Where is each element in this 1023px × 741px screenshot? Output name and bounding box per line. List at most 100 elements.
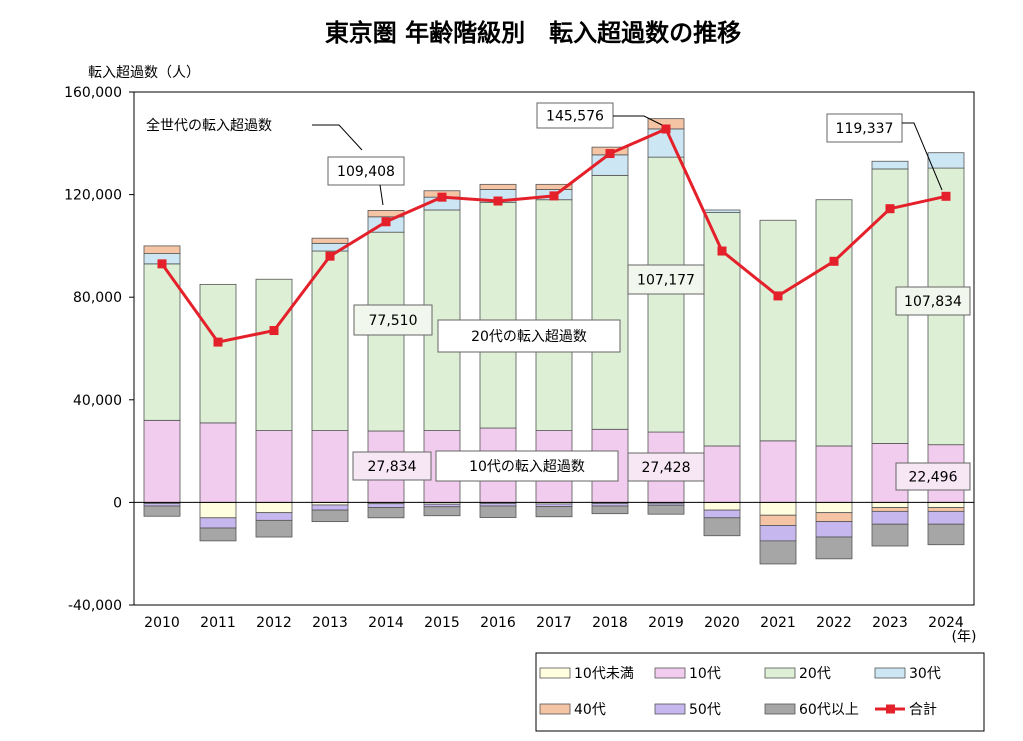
legend-label: 40代 bbox=[574, 702, 606, 718]
bar-segment-6 bbox=[815, 536, 853, 560]
bar-segment-5 bbox=[367, 503, 405, 508]
bar-segment-5 bbox=[311, 504, 349, 511]
bar-segment-0 bbox=[703, 501, 741, 511]
bar-segment-3 bbox=[703, 209, 741, 213]
bar-segment-2 bbox=[591, 174, 629, 430]
legend-label: 10代未満 bbox=[574, 666, 634, 682]
bar-segment-1 bbox=[815, 445, 853, 503]
callout-box-teens-2024 bbox=[895, 462, 971, 491]
legend-label: 50代 bbox=[689, 702, 721, 718]
callout-leader bbox=[379, 184, 384, 206]
callout-box-twenties-2024 bbox=[895, 286, 971, 316]
callout-box-total-2024 bbox=[826, 113, 903, 143]
total-point bbox=[325, 251, 335, 261]
bar-segment-3 bbox=[871, 160, 909, 170]
legend-label: 合計 bbox=[909, 702, 937, 718]
legend-swatch bbox=[654, 703, 686, 715]
chart-title: 東京圏 年齢階級別 転入超過数の推移 bbox=[325, 19, 741, 47]
bar-segment-6 bbox=[759, 540, 797, 565]
bar-segment-5 bbox=[815, 521, 853, 538]
bar-segment-2 bbox=[647, 156, 685, 433]
total-point bbox=[885, 204, 895, 214]
bar-segment-5 bbox=[199, 517, 237, 529]
legend-label: 20代 bbox=[799, 666, 831, 682]
bar-segment-6 bbox=[927, 523, 965, 546]
bar-segment-2 bbox=[199, 283, 237, 424]
legend-label: 10代 bbox=[689, 666, 721, 682]
callout-text-twenties-label: 20代の転入超過数 bbox=[471, 329, 587, 345]
axes-layer: -40,000 0 40,000 80,000 120,000 160,000 2010 20… bbox=[64, 85, 974, 631]
y-tick-label: 40,000 bbox=[73, 393, 122, 409]
total-point bbox=[773, 291, 783, 301]
x-tick-label: 2010 bbox=[144, 615, 180, 631]
callout-box-total-2014 bbox=[327, 156, 405, 186]
callouts-layer: 109,408 145,576 119,337 20代の転入超過数 77,510 107,… bbox=[146, 102, 971, 491]
callout-box-teens-label bbox=[435, 450, 619, 482]
bar-segment-6 bbox=[535, 506, 573, 518]
x-tick-label: 2016 bbox=[480, 615, 516, 631]
callout-text-teens-2014: 27,834 bbox=[368, 459, 417, 475]
bar-segment-4 bbox=[535, 183, 573, 190]
bar-segment-6 bbox=[591, 505, 629, 515]
bar-segment-6 bbox=[143, 505, 181, 517]
total-point bbox=[661, 124, 671, 134]
bar-segment-4 bbox=[311, 237, 349, 244]
y-tick-label: 120,000 bbox=[64, 188, 122, 204]
bar-segment-0 bbox=[815, 501, 853, 514]
bar-segment-6 bbox=[871, 523, 909, 547]
bar-segment-1 bbox=[199, 422, 237, 503]
total-point bbox=[269, 326, 279, 336]
x-tick-label: 2017 bbox=[536, 615, 572, 631]
x-axis-unit: (年) bbox=[952, 629, 977, 645]
legend: 10代未満 10代 20代 30代 40代 50代 60代以上 合計 bbox=[535, 652, 985, 732]
x-tick-label: 2023 bbox=[872, 615, 908, 631]
bar-segment-0 bbox=[759, 501, 797, 516]
x-tick-label: 2021 bbox=[760, 615, 796, 631]
legend-marker bbox=[886, 704, 895, 714]
bar-segment-2 bbox=[311, 250, 349, 431]
total-point bbox=[605, 149, 615, 159]
legend-swatch bbox=[764, 667, 796, 679]
bar-segment-5 bbox=[927, 510, 965, 525]
x-tick-label: 2015 bbox=[424, 615, 460, 631]
bar-segment-1 bbox=[255, 430, 293, 503]
bar-segment-2 bbox=[815, 199, 853, 447]
bar-segment-4 bbox=[871, 507, 909, 512]
legend-swatch bbox=[539, 667, 571, 679]
legend-swatch bbox=[764, 703, 796, 715]
bar-segment-6 bbox=[479, 505, 517, 518]
total-point bbox=[157, 259, 167, 269]
callout-box-teens-2019 bbox=[627, 452, 705, 482]
bar-segment-0 bbox=[255, 501, 293, 514]
callout-text-twenties-2019: 107,177 bbox=[637, 273, 695, 289]
x-tick-label: 2012 bbox=[256, 615, 292, 631]
callout-text-teens-2024: 22,496 bbox=[909, 470, 958, 486]
total-point bbox=[381, 217, 391, 227]
bar-segment-6 bbox=[367, 507, 405, 519]
bar-segment-1 bbox=[311, 430, 349, 503]
total-point bbox=[549, 191, 559, 201]
callout-leader bbox=[613, 115, 663, 126]
x-tick-label: 2011 bbox=[200, 615, 236, 631]
callout-text-total-2024: 119,337 bbox=[836, 121, 894, 137]
callout-text-teens-label: 10代の転入超過数 bbox=[469, 459, 585, 475]
bar-segment-0 bbox=[871, 501, 909, 508]
y-tick-label: -40,000 bbox=[68, 598, 122, 614]
bar-segment-5 bbox=[703, 509, 741, 519]
bar-segment-6 bbox=[647, 504, 685, 515]
bar-segment-6 bbox=[311, 509, 349, 523]
x-tick-label: 2019 bbox=[648, 615, 684, 631]
bar-segment-0 bbox=[199, 501, 237, 519]
bar-segment-6 bbox=[423, 506, 461, 517]
bar-segment-2 bbox=[535, 199, 573, 431]
bar-segment-4 bbox=[479, 183, 517, 190]
callout-box-teens-2014 bbox=[352, 451, 432, 481]
total-line-layer bbox=[157, 124, 951, 347]
callout-text-twenties-2014: 77,510 bbox=[369, 313, 418, 329]
bar-segment-4 bbox=[143, 245, 181, 254]
y-axis-label: 転入超過数（人） bbox=[88, 65, 200, 81]
callout-text-twenties-2024: 107,834 bbox=[904, 294, 962, 310]
bar-segment-1 bbox=[143, 419, 181, 503]
